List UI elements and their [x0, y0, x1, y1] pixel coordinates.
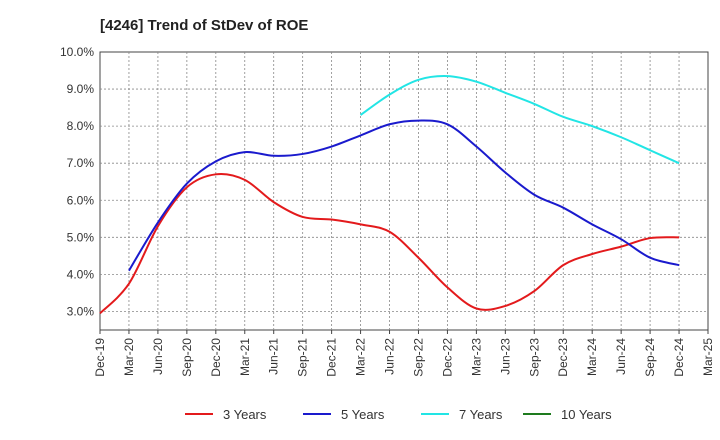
y-tick-label: 3.0% [67, 304, 95, 318]
x-tick-label: Sep-24 [643, 338, 657, 377]
y-tick-label: 4.0% [67, 267, 95, 281]
x-tick-label: Jun-20 [151, 338, 165, 375]
x-tick-label: Sep-23 [527, 338, 541, 377]
x-tick-label: Dec-21 [325, 338, 339, 377]
x-tick-label: Sep-21 [296, 338, 310, 377]
x-tick-label: Jun-22 [383, 338, 397, 375]
x-tick-label: Sep-20 [180, 338, 194, 377]
x-tick-label: Mar-20 [122, 338, 136, 376]
x-tick-label: Jun-24 [614, 338, 628, 375]
x-tick-label: Dec-19 [93, 338, 107, 377]
y-tick-label: 10.0% [60, 45, 94, 59]
legend-label: 10 Years [561, 407, 612, 422]
x-tick-label: Jun-23 [498, 338, 512, 375]
x-tick-label: Mar-23 [469, 338, 483, 376]
legend-label: 7 Years [459, 407, 503, 422]
x-tick-label: Jun-21 [267, 338, 281, 375]
y-tick-label: 9.0% [67, 82, 95, 96]
series-line-3-years [99, 173, 680, 315]
series-line-5-years [128, 119, 680, 272]
y-tick-label: 8.0% [67, 119, 95, 133]
y-tick-label: 5.0% [67, 230, 95, 244]
x-tick-label: Mar-22 [354, 338, 368, 376]
legend-label: 3 Years [223, 407, 267, 422]
x-tick-label: Mar-21 [238, 338, 252, 376]
legend: 3 Years 5 Years 7 Years 10 Years [185, 407, 612, 422]
plot-area [99, 51, 709, 331]
series-lines [99, 75, 680, 315]
x-tick-label: Mar-25 [701, 338, 715, 376]
y-tick-label: 6.0% [67, 193, 95, 207]
x-tick-label: Dec-24 [672, 338, 686, 377]
chart-title: [4246] Trend of StDev of ROE [100, 17, 308, 34]
x-tick-label: Sep-22 [411, 338, 425, 377]
series-line-7-years [359, 75, 680, 165]
y-axis-ticks: 3.0% 4.0% 5.0% 6.0% 7.0% 8.0% 9.0% 10.0% [60, 45, 94, 318]
plot-frame [99, 51, 709, 331]
x-tick-label: Mar-24 [585, 338, 599, 376]
legend-label: 5 Years [341, 407, 385, 422]
x-tick-label: Dec-22 [440, 338, 454, 377]
y-tick-label: 7.0% [67, 156, 95, 170]
x-tick-label: Dec-20 [209, 338, 223, 377]
x-tick-label: Dec-23 [556, 338, 570, 377]
x-axis-ticks: Dec-19 Mar-20 Jun-20 Sep-20 Dec-20 Mar-21 Jun-… [93, 330, 715, 377]
